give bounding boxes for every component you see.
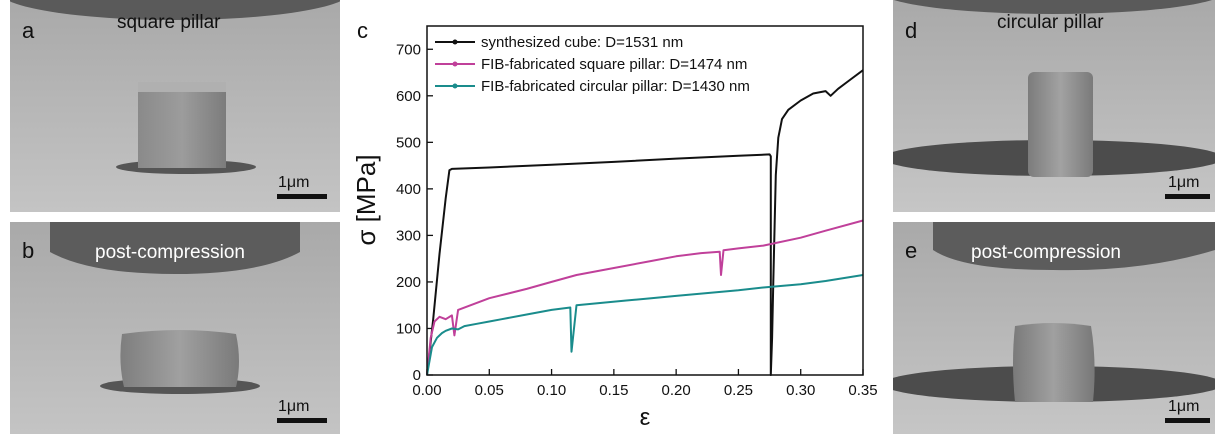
legend-marker-2: [452, 61, 458, 67]
sem-panel-b: b post-compression 1μm: [10, 222, 340, 434]
panel-title-b: post-compression: [95, 242, 245, 263]
scale-bar-b: [277, 418, 327, 423]
sem-image-circular-post-compression: [893, 222, 1215, 434]
x-tick-label: 0.10: [537, 382, 566, 399]
series-line-3: [426, 274, 864, 376]
y-tick-label: 300: [396, 227, 421, 244]
scale-bar-a: [277, 194, 327, 199]
legend-label-3: FIB-fabricated circular pillar: D=1430 n…: [481, 78, 750, 95]
y-tick-label: 600: [396, 88, 421, 105]
panel-title-d: circular pillar: [997, 12, 1104, 33]
stress-strain-chart: c 0.00 0.05 0.10 0.15 0.20 0.25 0.30 0.35 0 100 20…: [351, 18, 878, 431]
legend: synthesized cube: D=1531 nm FIB-fabricate…: [435, 34, 750, 95]
x-tick-label: 0.35: [848, 382, 877, 399]
sem-panel-a: a square pillar 1μm: [10, 0, 340, 212]
panel-letter-c: c: [357, 18, 368, 43]
axis-ticks: 0.00 0.05 0.10 0.15 0.20 0.25 0.30 0.35 0 100 200 3…: [396, 41, 878, 399]
scale-label-e: 1μm: [1168, 398, 1200, 415]
y-tick-label: 200: [396, 274, 421, 291]
sem-panel-e: e post-compression 1μm: [893, 222, 1215, 434]
panel-letter-d: d: [905, 18, 918, 43]
series-line-2: [426, 219, 864, 376]
sem-image-square-post-compression: [10, 222, 340, 434]
x-tick-label: 0.25: [724, 382, 753, 399]
panel-title-e: post-compression: [971, 242, 1121, 263]
sem-image-circular-pillar: [893, 0, 1215, 212]
x-tick-label: 0.15: [599, 382, 628, 399]
x-tick-label: 0.20: [662, 382, 691, 399]
y-tick-label: 700: [396, 41, 421, 58]
y-tick-label: 400: [396, 181, 421, 198]
scale-label-a: 1μm: [278, 174, 310, 191]
x-tick-label: 0.05: [475, 382, 504, 399]
y-tick-label: 500: [396, 134, 421, 151]
data-series: [426, 69, 864, 376]
x-axis-label: ε: [640, 404, 651, 431]
panel-letter-e: e: [905, 238, 918, 263]
scale-bar-d: [1165, 194, 1210, 199]
scale-bar-e: [1165, 418, 1210, 423]
panel-letter-b: b: [22, 238, 35, 263]
y-axis-label: σ [MPa]: [351, 154, 381, 245]
y-tick-label: 0: [413, 367, 421, 384]
scale-label-b: 1μm: [278, 398, 310, 415]
y-tick-label: 100: [396, 320, 421, 337]
legend-marker-3: [452, 83, 458, 89]
legend-label-1: synthesized cube: D=1531 nm: [481, 34, 683, 51]
x-tick-label: 0.00: [412, 382, 441, 399]
panel-title-a: square pillar: [117, 12, 221, 33]
panel-letter-a: a: [22, 18, 35, 43]
legend-label-2: FIB-fabricated square pillar: D=1474 nm: [481, 56, 747, 73]
legend-marker-1: [452, 39, 458, 45]
x-tick-label: 0.30: [786, 382, 815, 399]
sem-panel-d: d circular pillar 1μm: [893, 0, 1215, 212]
plot-frame: [426, 25, 864, 376]
sem-image-square-pillar: [10, 0, 340, 212]
scale-label-d: 1μm: [1168, 174, 1200, 191]
series-line-1: [426, 69, 864, 376]
